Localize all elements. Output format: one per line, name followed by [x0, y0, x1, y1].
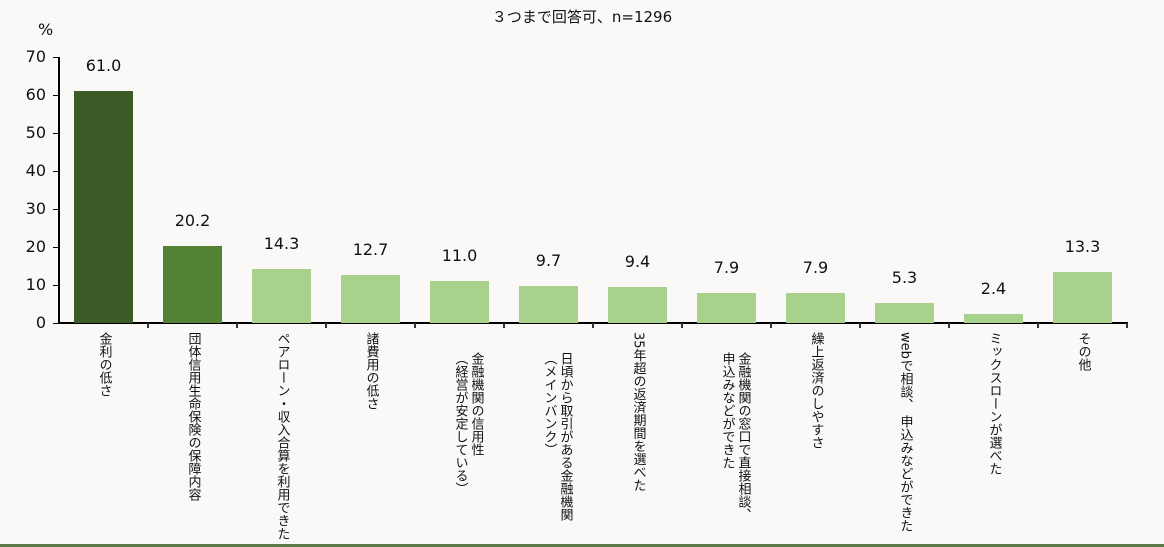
- x-tick: [503, 323, 505, 328]
- y-tick: [53, 57, 59, 58]
- category-label: 日頃から取引がある金融機関 （メインバンク）: [541, 352, 573, 521]
- category-label: ミックスローンが選べた: [986, 332, 1002, 475]
- value-label: 9.4: [624, 252, 651, 272]
- y-tick-label: 40: [25, 161, 46, 180]
- category-label: 諸費用の低さ: [363, 332, 379, 410]
- value-label: 20.2: [174, 211, 211, 231]
- x-tick: [681, 323, 683, 328]
- category-label: ペアローン・収入合算を利用できた: [274, 332, 290, 540]
- category-label: 金利の低さ: [96, 332, 112, 397]
- y-tick-label: 0: [35, 313, 46, 332]
- chart-title: ３つまで回答可、n=1296: [491, 8, 673, 26]
- y-tick: [53, 209, 59, 210]
- y-tick-label: 60: [25, 85, 46, 104]
- y-tick-label: 50: [25, 123, 46, 142]
- y-tick: [53, 95, 59, 96]
- y-tick: [53, 133, 59, 134]
- y-tick-label: 30: [25, 199, 46, 218]
- bar: [519, 286, 578, 323]
- y-tick-label: 20: [25, 237, 46, 256]
- bar: [608, 287, 667, 323]
- bar: [74, 91, 133, 323]
- y-tick: [53, 171, 59, 172]
- x-tick: [592, 323, 594, 328]
- value-label: 7.9: [802, 257, 829, 277]
- category-label: 35年超の返済期間を選べた: [630, 332, 646, 492]
- value-label: 61.0: [85, 56, 122, 76]
- bar: [163, 246, 222, 323]
- value-label: 14.3: [263, 233, 300, 253]
- bar: [786, 292, 845, 323]
- value-label: 9.7: [535, 251, 562, 271]
- y-axis-unit: %: [38, 20, 54, 39]
- y-tick: [53, 323, 59, 324]
- bottom-border: [0, 544, 1164, 547]
- category-label: その他: [1075, 332, 1091, 371]
- x-tick: [147, 323, 149, 328]
- category-label: webで相談、 申込みなどができた: [897, 332, 913, 533]
- y-axis: [58, 57, 60, 324]
- x-tick: [948, 323, 950, 328]
- x-tick: [859, 323, 861, 328]
- y-tick: [53, 247, 59, 248]
- bar: [875, 302, 934, 323]
- category-label: 繰上返済のしやすさ: [808, 332, 824, 449]
- x-tick: [1037, 323, 1039, 328]
- y-tick: [53, 285, 59, 286]
- y-tick-label: 70: [25, 47, 46, 66]
- category-label: 団体信用生命保険の保障内容: [185, 332, 201, 501]
- bar: [341, 274, 400, 323]
- bar: [697, 292, 756, 323]
- value-label: 7.9: [713, 257, 740, 277]
- value-label: 2.4: [980, 278, 1007, 298]
- value-label: 13.3: [1064, 237, 1101, 257]
- x-tick: [325, 323, 327, 328]
- x-tick: [1126, 323, 1128, 328]
- bar: [430, 281, 489, 323]
- bar: [1053, 272, 1112, 323]
- bar: [252, 268, 311, 323]
- bar: [964, 313, 1023, 323]
- x-tick: [770, 323, 772, 328]
- value-label: 12.7: [352, 239, 389, 259]
- x-tick: [236, 323, 238, 328]
- category-label: 金融機関の窓口で直接相談、 申込みなどができた: [719, 352, 751, 521]
- x-tick: [414, 323, 416, 328]
- category-label: 金融機関の信用性 （経営が安定している）: [452, 352, 484, 495]
- value-label: 11.0: [441, 246, 478, 266]
- value-label: 5.3: [891, 267, 918, 287]
- y-tick-label: 10: [25, 275, 46, 294]
